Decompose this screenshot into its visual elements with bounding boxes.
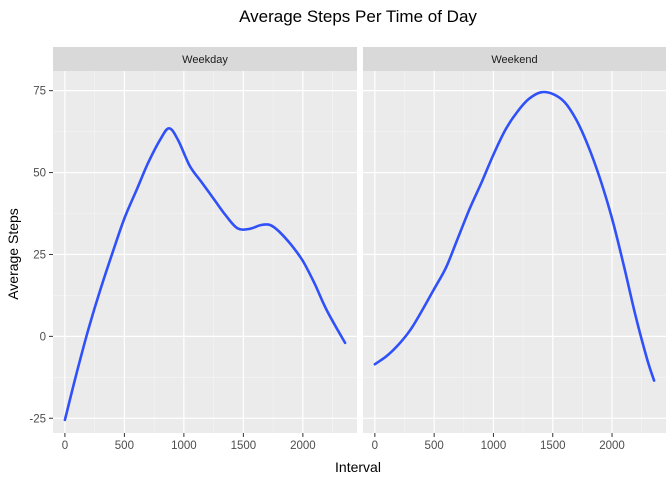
x-tick-label: 1500 <box>540 440 566 452</box>
x-tick-label: 1500 <box>231 440 257 452</box>
x-tick-label: 500 <box>425 440 444 452</box>
panel-weekend: Weekend 0 500 1000 1500 2000 <box>363 47 666 452</box>
x-axis-title: Interval <box>335 459 381 475</box>
y-tick-label: 0 <box>40 331 46 343</box>
y-axis-title: Average Steps <box>5 208 21 300</box>
facet-strip <box>363 47 666 71</box>
facet-strip-label: Weekend <box>491 54 537 66</box>
x-tick-label: 500 <box>115 440 134 452</box>
series-line-weekday <box>63 127 347 422</box>
y-tick-label: -25 <box>29 413 46 425</box>
plot-background <box>53 71 357 433</box>
x-tick-label: 2000 <box>599 440 625 452</box>
panel-weekday: Weekday 0 500 1000 1500 2000 -25 0 25 50 75 <box>29 47 357 452</box>
x-tick-label: 0 <box>372 440 378 452</box>
y-tick-label: 25 <box>33 249 46 261</box>
y-tick-label: 50 <box>33 168 46 180</box>
chart-title: Average Steps Per Time of Day <box>239 7 477 26</box>
facet-strip-label: Weekday <box>182 54 228 66</box>
x-tick-label: 0 <box>62 440 68 452</box>
facet-strip <box>53 47 357 71</box>
series-line-weekend <box>373 90 656 382</box>
x-tick-label: 2000 <box>290 440 316 452</box>
x-tick-label: 1000 <box>171 440 197 452</box>
x-tick-label: 1000 <box>481 440 507 452</box>
y-tick-label: 75 <box>33 86 46 98</box>
